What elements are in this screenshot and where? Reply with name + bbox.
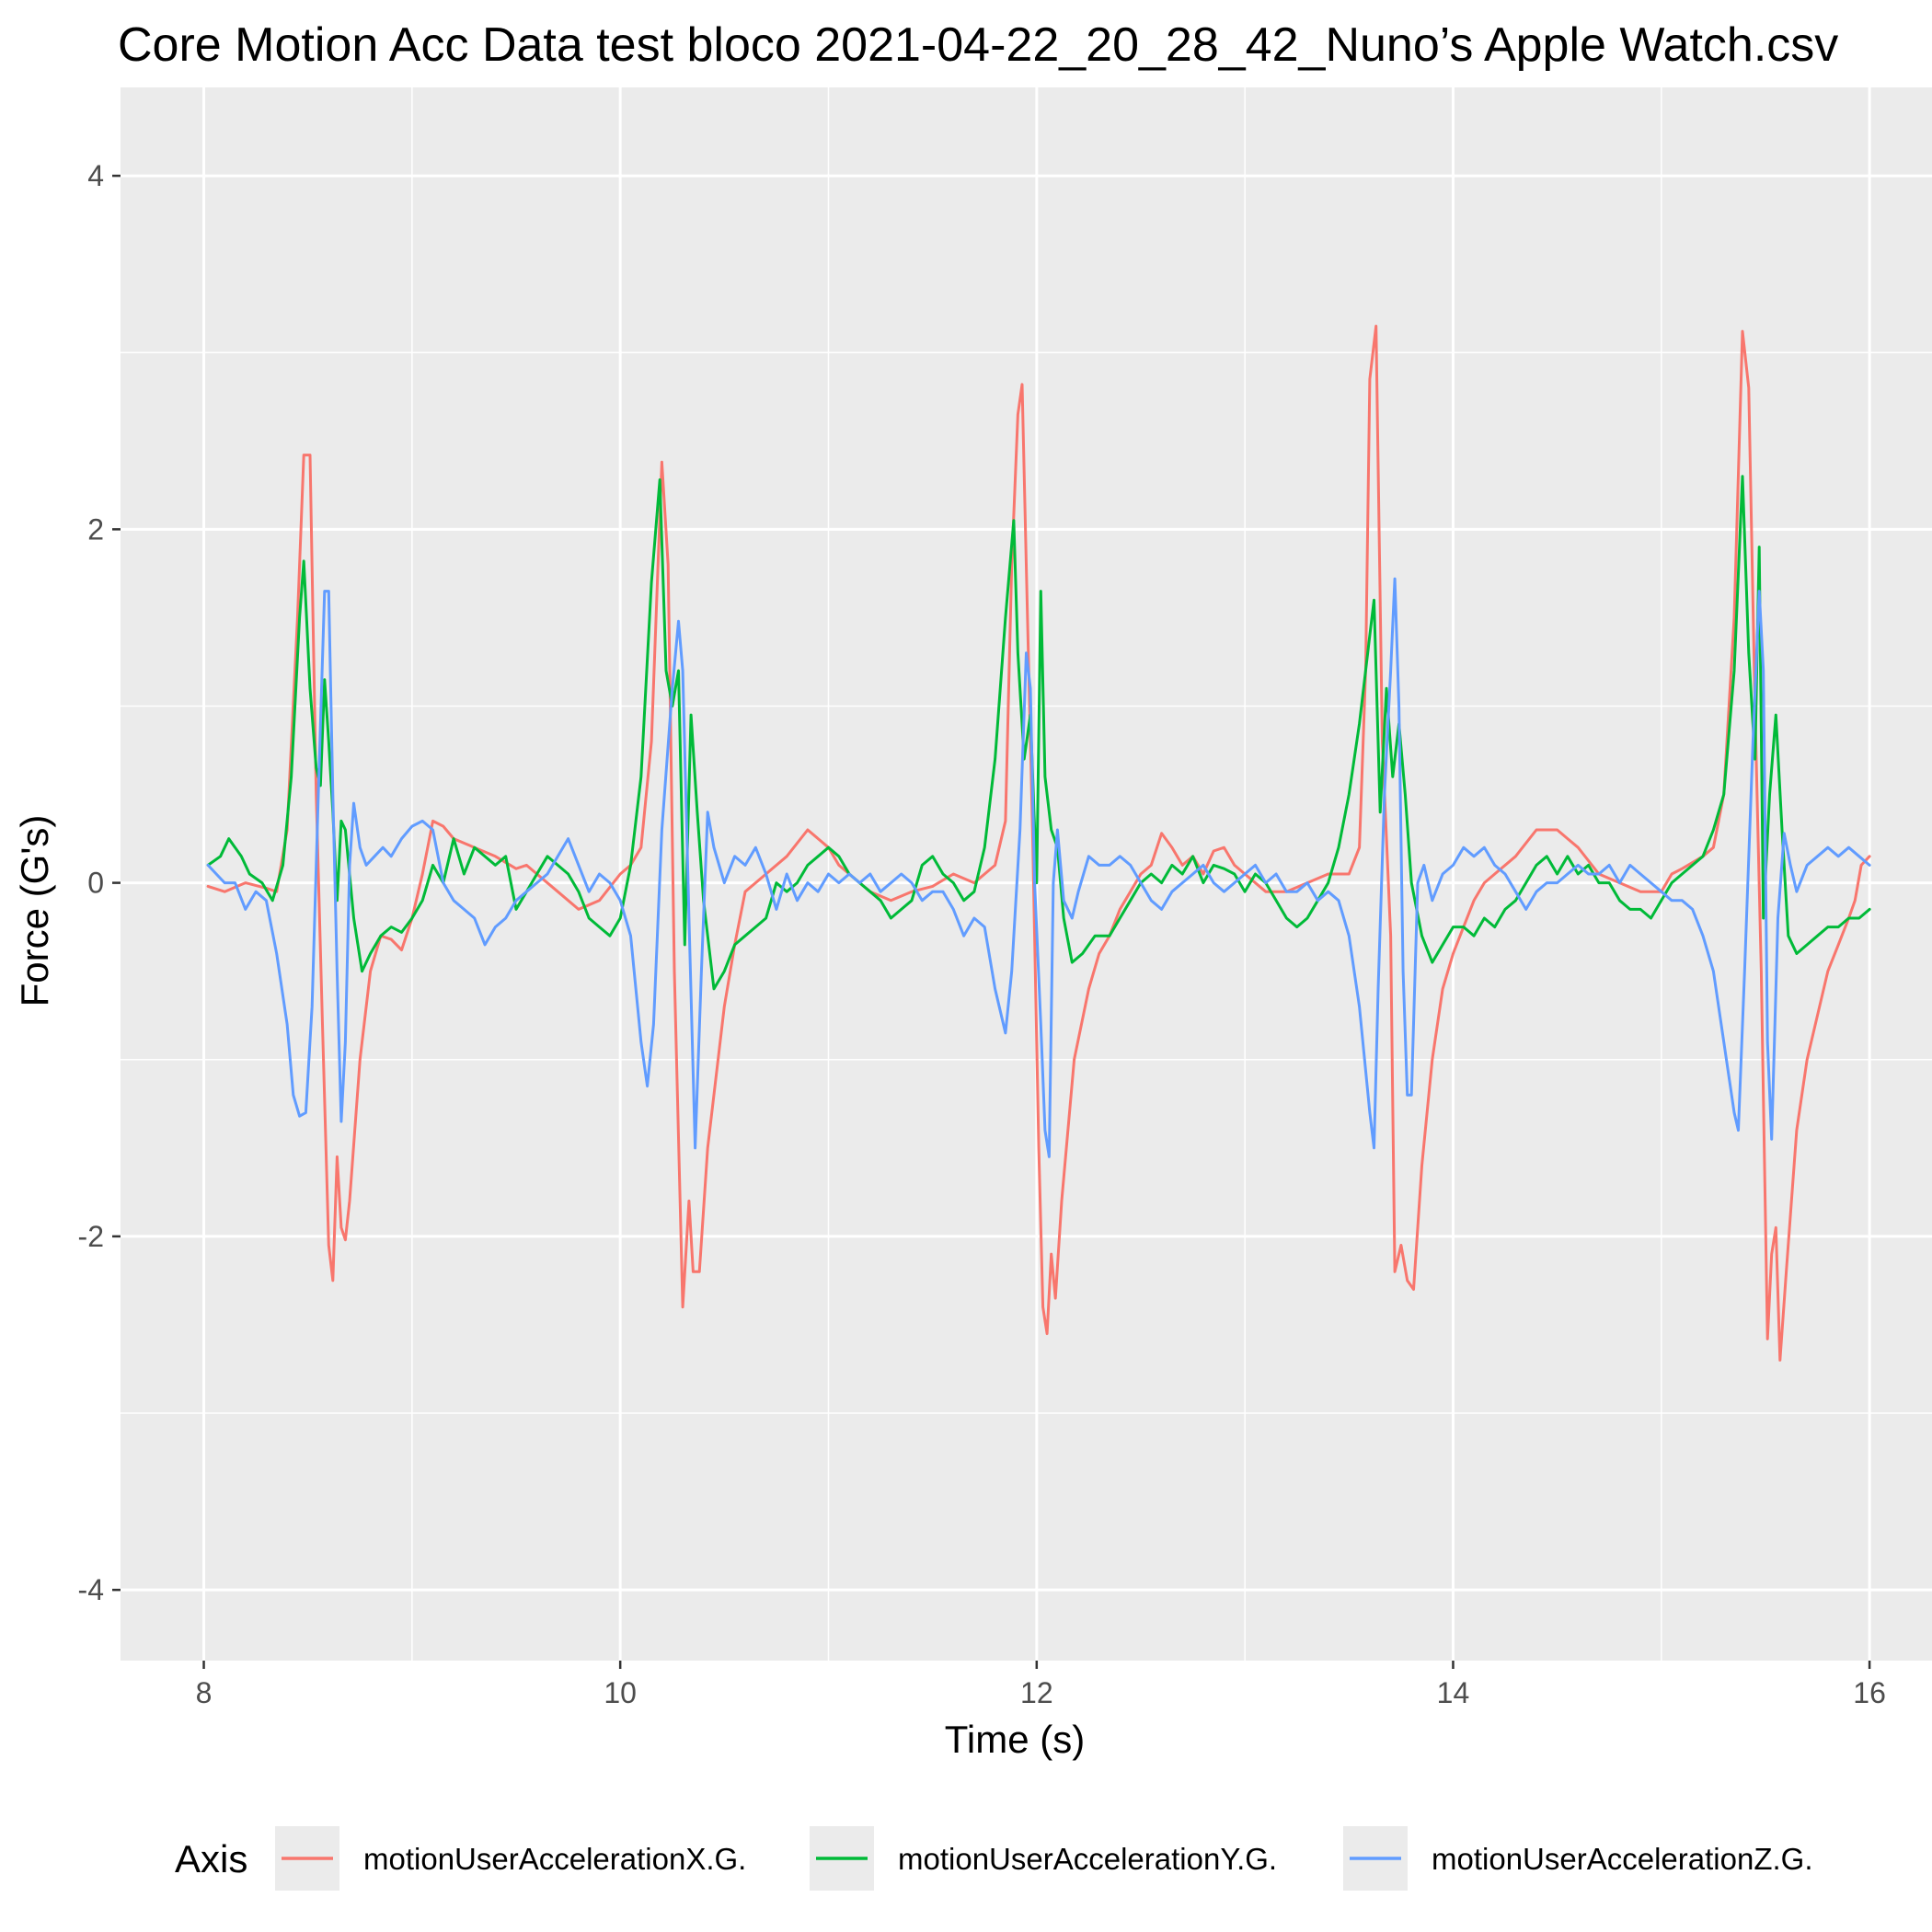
legend-item: motionUserAccelerationX.G.	[275, 1826, 746, 1891]
y-axis-title: Force (G's)	[13, 815, 56, 1007]
y-tick-label: 0	[87, 867, 104, 900]
legend-label: motionUserAccelerationX.G.	[363, 1842, 746, 1876]
legend-items: motionUserAccelerationX.G. motionUserAcce…	[275, 1826, 1812, 1891]
x-tick-label: 14	[1437, 1676, 1470, 1709]
x-tick-label: 16	[1853, 1676, 1886, 1709]
legend: Axis motionUserAccelerationX.G. motionUse…	[175, 1826, 1812, 1891]
legend-item: motionUserAccelerationY.G.	[810, 1826, 1277, 1891]
x-tick-label: 12	[1020, 1676, 1053, 1709]
y-tick-label: -2	[78, 1220, 104, 1253]
x-tick-label: 8	[196, 1676, 213, 1709]
series-line-1	[206, 324, 1871, 1362]
series-lines	[206, 324, 1871, 1362]
chart-title: Core Motion Acc Data test bloco 2021-04-…	[118, 18, 1838, 72]
y-tick-label: -4	[78, 1573, 104, 1606]
y-tick-label: 2	[87, 512, 104, 546]
series-line-3	[206, 577, 1871, 1158]
axes: 8 10 12 14 16 -4 -2 0 2 4	[78, 159, 1886, 1709]
x-axis-title: Time (s)	[945, 1718, 1085, 1761]
y-tick-label: 4	[87, 159, 104, 192]
plot-panel	[121, 87, 1932, 1661]
legend-label: motionUserAccelerationY.G.	[898, 1842, 1277, 1876]
x-tick-label: 10	[604, 1676, 637, 1709]
legend-title: Axis	[175, 1837, 247, 1880]
legend-item: motionUserAccelerationZ.G.	[1343, 1826, 1812, 1891]
legend-label: motionUserAccelerationZ.G.	[1432, 1842, 1812, 1876]
